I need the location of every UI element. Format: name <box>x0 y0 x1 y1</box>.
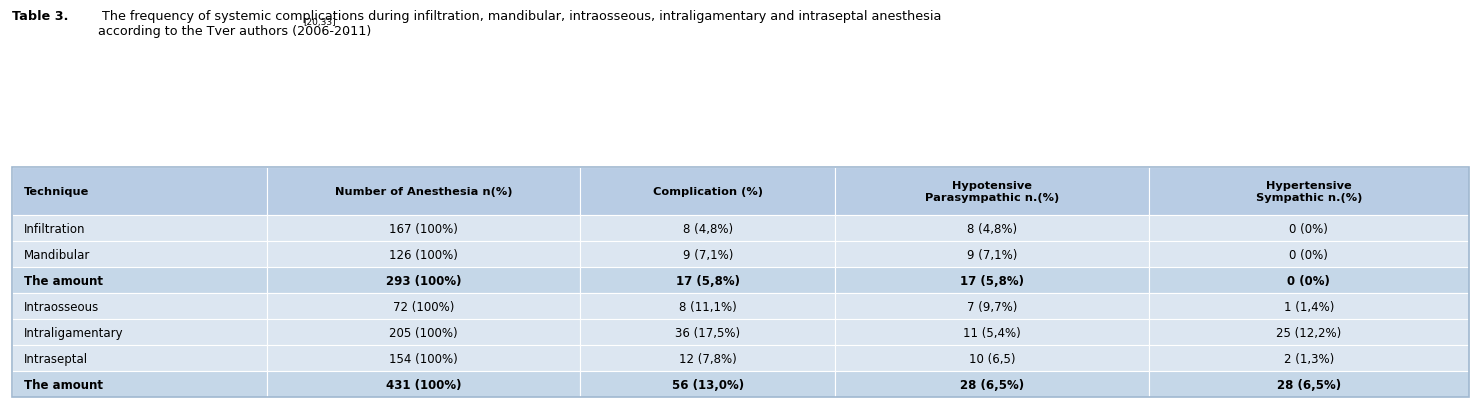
Bar <box>835 345 1149 371</box>
Bar <box>1149 345 1469 371</box>
Bar <box>12 168 267 216</box>
Text: 1 (1,4%): 1 (1,4%) <box>1284 300 1334 313</box>
Text: 154 (100%): 154 (100%) <box>390 352 458 365</box>
Text: 9 (7,1%): 9 (7,1%) <box>967 248 1017 261</box>
Text: Infiltration: Infiltration <box>24 222 86 235</box>
Text: 72 (100%): 72 (100%) <box>392 300 455 313</box>
Bar <box>835 168 1149 216</box>
Text: 431 (100%): 431 (100%) <box>385 378 461 391</box>
Bar <box>12 168 1469 397</box>
Text: 293 (100%): 293 (100%) <box>385 274 461 287</box>
Text: Number of Anesthesia n(%): Number of Anesthesia n(%) <box>335 187 512 196</box>
Bar <box>581 319 835 345</box>
Bar <box>267 345 581 371</box>
Text: 205 (100%): 205 (100%) <box>390 326 458 339</box>
Bar <box>1149 294 1469 319</box>
Text: 17 (5,8%): 17 (5,8%) <box>675 274 739 287</box>
Bar <box>12 371 267 397</box>
Bar <box>581 345 835 371</box>
Text: The amount: The amount <box>24 378 102 391</box>
Text: 17 (5,8%): 17 (5,8%) <box>960 274 1023 287</box>
Text: Intraseptal: Intraseptal <box>24 352 87 365</box>
Text: 8 (4,8%): 8 (4,8%) <box>683 222 733 235</box>
Text: 7 (9,7%): 7 (9,7%) <box>967 300 1017 313</box>
Text: 10 (6,5): 10 (6,5) <box>969 352 1014 365</box>
Text: Hypertensive
Sympathic n.(%): Hypertensive Sympathic n.(%) <box>1256 181 1363 203</box>
Text: The amount: The amount <box>24 274 102 287</box>
Bar <box>835 267 1149 294</box>
Bar <box>835 319 1149 345</box>
Bar <box>1149 216 1469 242</box>
Bar <box>267 371 581 397</box>
Text: 12 (7,8%): 12 (7,8%) <box>678 352 736 365</box>
Text: Technique: Technique <box>24 187 89 196</box>
Bar <box>1149 319 1469 345</box>
Bar <box>581 242 835 267</box>
Bar <box>835 371 1149 397</box>
Bar <box>267 168 581 216</box>
Bar <box>12 216 267 242</box>
Text: 28 (6,5%): 28 (6,5%) <box>1277 378 1340 391</box>
Text: 28 (6,5%): 28 (6,5%) <box>960 378 1023 391</box>
Bar <box>12 345 267 371</box>
Text: 0 (0%): 0 (0%) <box>1290 222 1328 235</box>
Text: 0 (0%): 0 (0%) <box>1290 248 1328 261</box>
Bar <box>581 267 835 294</box>
Bar <box>1149 242 1469 267</box>
Bar <box>1149 267 1469 294</box>
Text: 25 (12,2%): 25 (12,2%) <box>1277 326 1342 339</box>
Bar <box>1149 168 1469 216</box>
Text: 0 (0%): 0 (0%) <box>1287 274 1330 287</box>
Text: 2 (1,3%): 2 (1,3%) <box>1284 352 1334 365</box>
Text: [20,33]: [20,33] <box>304 18 336 27</box>
Text: Mandibular: Mandibular <box>24 248 90 261</box>
Text: 56 (13,0%): 56 (13,0%) <box>672 378 743 391</box>
Text: .: . <box>345 23 350 36</box>
Bar <box>12 242 267 267</box>
Bar <box>12 294 267 319</box>
Text: 167 (100%): 167 (100%) <box>390 222 458 235</box>
Text: Table 3.: Table 3. <box>12 10 68 23</box>
Bar <box>12 267 267 294</box>
Text: Complication (%): Complication (%) <box>653 187 763 196</box>
Text: 126 (100%): 126 (100%) <box>390 248 458 261</box>
Bar <box>835 294 1149 319</box>
Text: 9 (7,1%): 9 (7,1%) <box>683 248 733 261</box>
Text: The frequency of systemic complications during infiltration, mandibular, intraos: The frequency of systemic complications … <box>98 10 940 38</box>
Bar <box>581 294 835 319</box>
Bar <box>581 216 835 242</box>
Bar <box>835 242 1149 267</box>
Text: 11 (5,4%): 11 (5,4%) <box>963 326 1020 339</box>
Text: 36 (17,5%): 36 (17,5%) <box>675 326 740 339</box>
Text: Intraosseous: Intraosseous <box>24 300 99 313</box>
Bar <box>267 242 581 267</box>
Bar <box>267 319 581 345</box>
Bar <box>581 168 835 216</box>
Text: Intraligamentary: Intraligamentary <box>24 326 123 339</box>
Text: 8 (4,8%): 8 (4,8%) <box>967 222 1017 235</box>
Bar <box>835 216 1149 242</box>
Bar <box>581 371 835 397</box>
Bar <box>267 294 581 319</box>
Text: 8 (11,1%): 8 (11,1%) <box>678 300 736 313</box>
Bar <box>12 319 267 345</box>
Bar <box>267 267 581 294</box>
Bar <box>1149 371 1469 397</box>
Bar <box>267 216 581 242</box>
Text: Hypotensive
Parasympathic n.(%): Hypotensive Parasympathic n.(%) <box>924 181 1059 203</box>
